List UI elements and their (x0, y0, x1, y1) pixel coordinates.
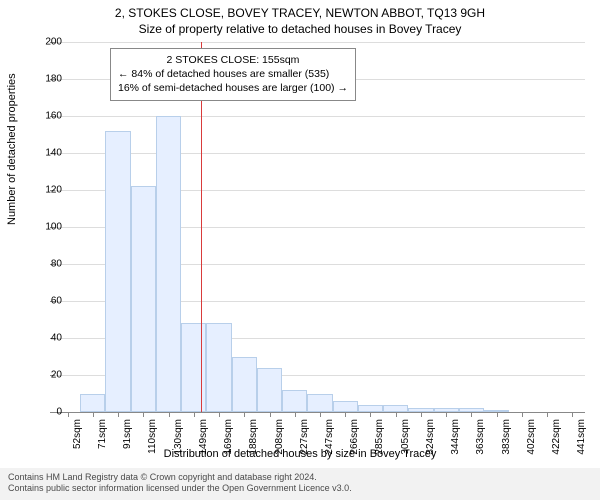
histogram-bar (131, 186, 156, 412)
gridline (55, 116, 585, 117)
x-tick-label: 169sqm (223, 419, 234, 455)
histogram-bar (358, 405, 383, 412)
y-tick-label: 40 (51, 333, 62, 344)
x-axis-line (55, 412, 585, 413)
x-tick-label: 188sqm (248, 419, 259, 455)
x-tick-label: 91sqm (122, 419, 133, 449)
y-tick-label: 100 (45, 222, 62, 233)
annotation-box: 2 STOKES CLOSE: 155sqm← 84% of detached … (110, 48, 356, 101)
x-tick-label: 422sqm (551, 419, 562, 455)
chart-plot-area: 2 STOKES CLOSE: 155sqm← 84% of detached … (55, 42, 585, 412)
histogram-bar (257, 368, 282, 412)
x-tick-label: 305sqm (400, 419, 411, 455)
gridline (55, 42, 585, 43)
x-tick-label: 324sqm (425, 419, 436, 455)
histogram-bar (383, 405, 408, 412)
annotation-line: 2 STOKES CLOSE: 155sqm (118, 53, 348, 67)
footer-line-1: Contains HM Land Registry data © Crown c… (8, 472, 592, 484)
title-main: 2, STOKES CLOSE, BOVEY TRACEY, NEWTON AB… (0, 0, 600, 20)
x-tick-label: 52sqm (72, 419, 83, 449)
x-tick-label: 402sqm (526, 419, 537, 455)
x-tick-label: 247sqm (324, 419, 335, 455)
y-tick-label: 120 (45, 185, 62, 196)
histogram-bar (333, 401, 358, 412)
footer: Contains HM Land Registry data © Crown c… (0, 468, 600, 500)
x-tick-label: 130sqm (173, 419, 184, 455)
histogram-bar (282, 390, 307, 412)
footer-line-2: Contains public sector information licen… (8, 483, 592, 495)
histogram-bar (80, 394, 105, 413)
x-tick-label: 363sqm (475, 419, 486, 455)
y-tick-label: 20 (51, 370, 62, 381)
y-tick-label: 140 (45, 148, 62, 159)
x-tick-label: 71sqm (97, 419, 108, 449)
gridline (55, 153, 585, 154)
y-tick-label: 160 (45, 111, 62, 122)
x-tick-label: 344sqm (450, 419, 461, 455)
y-axis-label: Number of detached properties (6, 73, 18, 225)
annotation-line: ← 84% of detached houses are smaller (53… (118, 67, 348, 81)
x-tick-label: 383sqm (501, 419, 512, 455)
x-tick-label: 266sqm (349, 419, 360, 455)
title-sub: Size of property relative to detached ho… (0, 20, 600, 36)
x-tick-label: 110sqm (147, 419, 158, 454)
annotation-line: 16% of semi-detached houses are larger (… (118, 81, 348, 95)
histogram-bar (232, 357, 257, 413)
y-tick-label: 200 (45, 37, 62, 48)
histogram-bar (206, 323, 231, 412)
histogram-bar (181, 323, 206, 412)
y-tick-label: 80 (51, 259, 62, 270)
histogram-bar (105, 131, 130, 412)
x-tick-label: 285sqm (374, 419, 385, 455)
y-tick-label: 180 (45, 74, 62, 85)
x-tick-label: 208sqm (274, 419, 285, 455)
x-tick-label: 149sqm (198, 419, 209, 455)
x-tick-label: 227sqm (299, 419, 310, 455)
histogram-bar (307, 394, 332, 413)
y-tick-label: 0 (56, 407, 62, 418)
histogram-bar (156, 116, 181, 412)
x-tick-label: 441sqm (576, 419, 587, 455)
y-tick-label: 60 (51, 296, 62, 307)
